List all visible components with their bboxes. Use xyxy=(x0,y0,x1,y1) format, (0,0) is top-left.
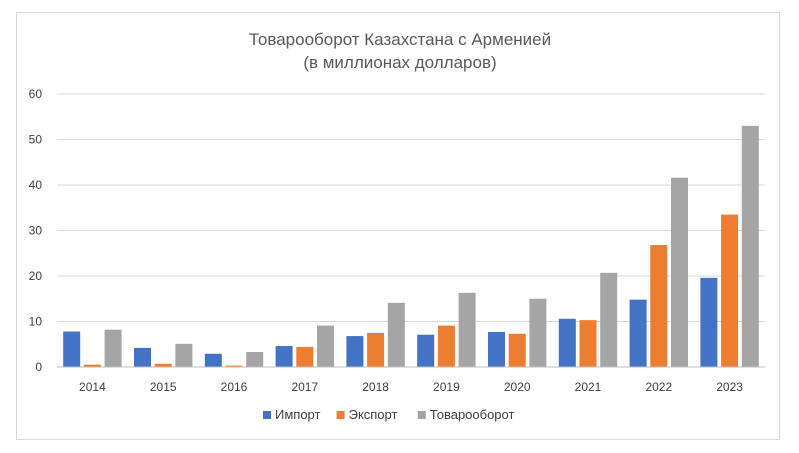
y-tick-label: 50 xyxy=(29,133,43,147)
y-tick-label: 20 xyxy=(29,269,43,283)
y-tick-label: 60 xyxy=(29,87,43,101)
bar-Экспорт-2021 xyxy=(579,320,597,367)
chart-title-line-2: (в миллионах долларов) xyxy=(303,53,496,72)
legend-swatch-Товарооборот xyxy=(417,411,426,419)
bar-Товарооборот-2018 xyxy=(387,302,405,367)
bar-Импорт-2021 xyxy=(558,318,576,367)
chart-area xyxy=(16,12,780,440)
x-tick-label: 2015 xyxy=(150,380,177,394)
legend-label: Экспорт xyxy=(349,407,398,422)
bar-Экспорт-2017 xyxy=(296,346,314,367)
x-tick-label: 2022 xyxy=(645,380,672,394)
x-tick-label: 2016 xyxy=(221,380,248,394)
legend-label: Товарооборот xyxy=(430,407,515,422)
bar-Импорт-2020 xyxy=(488,331,505,367)
bar-Товарооборот-2022 xyxy=(671,177,688,367)
bar-Импорт-2015 xyxy=(134,347,151,367)
bar-Товарооборот-2020 xyxy=(529,298,547,367)
bar-Экспорт-2020 xyxy=(508,333,526,367)
x-tick-label: 2014 xyxy=(79,380,106,394)
legend-swatch-Экспорт xyxy=(336,411,345,419)
bar-Экспорт-2018 xyxy=(367,332,385,367)
bar-Экспорт-2014 xyxy=(83,364,101,367)
bar-Экспорт-2016 xyxy=(225,365,243,367)
x-tick-label: 2021 xyxy=(575,380,602,394)
x-tick-label: 2017 xyxy=(291,380,318,394)
y-tick-label: 10 xyxy=(29,315,43,329)
bar-Экспорт-2019 xyxy=(437,325,455,367)
bar-Импорт-2019 xyxy=(417,334,435,367)
x-tick-label: 2020 xyxy=(504,380,531,394)
bar-Импорт-2014 xyxy=(63,331,81,367)
bars xyxy=(63,125,759,367)
y-tick-label: 0 xyxy=(35,360,42,374)
bar-Экспорт-2015 xyxy=(154,363,172,367)
bar-Товарооборот-2014 xyxy=(104,329,122,367)
bar-Товарооборот-2023 xyxy=(741,125,759,367)
chart-title-line-1: Товарооборот Казахстана с Арменией xyxy=(249,30,551,49)
x-tick-label: 2019 xyxy=(433,380,460,394)
bar-Товарооборот-2016 xyxy=(246,351,264,367)
legend: Импорт Экспорт Товарооборот xyxy=(263,407,514,422)
bar-Экспорт-2023 xyxy=(721,214,739,367)
bar-Импорт-2022 xyxy=(629,299,647,367)
x-tick-label: 2018 xyxy=(362,380,389,394)
bar-Импорт-2017 xyxy=(275,346,293,367)
gridlines xyxy=(57,93,765,322)
bar-Импорт-2018 xyxy=(346,336,364,367)
bar-Импорт-2016 xyxy=(204,353,222,367)
bar-Товарооборот-2015 xyxy=(175,343,193,367)
bar-Товарооборот-2021 xyxy=(600,272,618,367)
bar-Товарооборот-2017 xyxy=(317,325,334,367)
y-tick-label: 30 xyxy=(29,224,43,238)
axes: 0 10 20 30 40 50 60 2014 2015 2016 2017 2018 2019 202… xyxy=(29,87,765,394)
legend-label: Импорт xyxy=(275,407,320,422)
bar-Импорт-2023 xyxy=(700,277,718,367)
x-tick-label: 2023 xyxy=(716,380,743,394)
bar-Экспорт-2022 xyxy=(650,245,668,367)
y-tick-label: 40 xyxy=(29,178,43,192)
legend-swatch-Импорт xyxy=(263,411,271,419)
bar-Товарооборот-2019 xyxy=(458,292,476,367)
